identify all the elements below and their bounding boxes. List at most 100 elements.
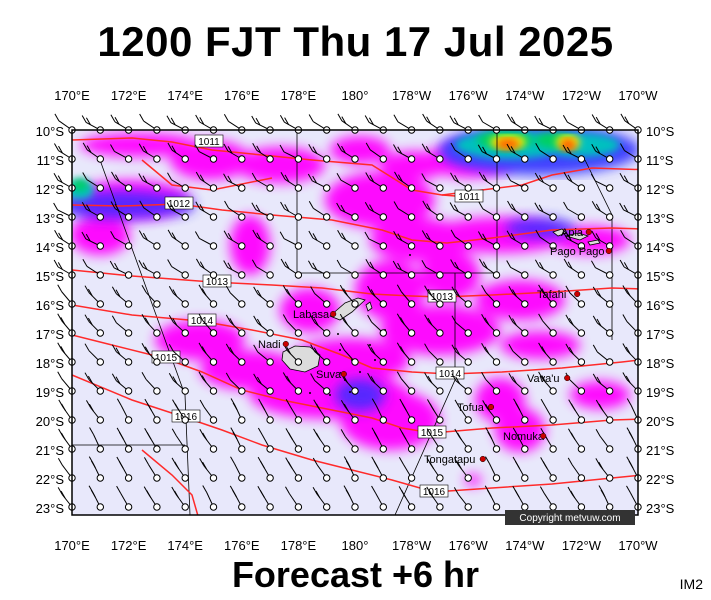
wind-barb (367, 372, 387, 395)
wind-barb (595, 458, 614, 482)
isobar-value: 1016 (423, 487, 446, 498)
wind-barb (481, 372, 501, 395)
lat-label-left: 20°S (36, 414, 65, 429)
wind-barb (512, 427, 529, 453)
lat-label-right: 20°S (646, 414, 675, 429)
place-marker: Pago Pago (550, 246, 612, 258)
wind-barb (168, 315, 189, 337)
lat-label-right: 12°S (646, 182, 675, 197)
wind-barb (168, 344, 189, 366)
wind-barb (622, 372, 642, 395)
wind-barb (396, 313, 416, 337)
wind-barb (167, 142, 189, 163)
wind-barb (253, 373, 274, 395)
wind-barb (84, 314, 105, 337)
wind-barb (506, 230, 529, 250)
wind-barb (202, 485, 218, 511)
isobar-value: 1012 (168, 199, 191, 210)
wind-barb (252, 229, 274, 250)
wind-barb (308, 143, 331, 163)
wind-barb (167, 172, 189, 192)
wind-barb (336, 259, 359, 279)
place-name: Tofua (457, 402, 485, 414)
wind-barb (535, 143, 557, 163)
wind-barb (223, 173, 246, 192)
place-marker: Tofua (457, 402, 495, 414)
place-name: Labasa (293, 309, 330, 321)
wind-barb (110, 230, 133, 250)
wind-barb (199, 428, 218, 453)
wind-barb (367, 314, 387, 337)
lat-label-right: 10°S (646, 124, 675, 139)
map-frame (71, 129, 639, 516)
wind-barb (371, 427, 387, 453)
wind-barb (392, 260, 416, 279)
wind-barb (257, 427, 274, 453)
wind-barb (168, 373, 189, 395)
wind-barb (86, 400, 105, 424)
wind-barb (282, 372, 303, 395)
wind-barb (477, 144, 501, 163)
wind-barb (339, 313, 359, 337)
wind-barb (279, 144, 303, 163)
isobar-value: 1013 (206, 277, 229, 288)
wind-barb (398, 486, 416, 511)
wind-barb (82, 142, 105, 163)
wind-barb (81, 115, 105, 134)
wind-barb (626, 427, 642, 453)
isobar-label: 1014 (435, 366, 465, 380)
wind-barb (143, 486, 161, 511)
lon-label-bottom: 180° (342, 538, 369, 553)
lon-label-top: 178°W (392, 88, 432, 103)
wind-barb (251, 202, 274, 221)
wind-barb (396, 371, 416, 395)
wind-barb (253, 286, 274, 308)
wind-barb (282, 314, 303, 337)
wind-barb (109, 260, 133, 279)
place-name: Pago Pago (550, 246, 604, 258)
wind-barb (171, 457, 189, 482)
wind-barb (138, 173, 161, 192)
wind-barb (481, 343, 501, 366)
map-code: IM2 (679, 576, 703, 592)
lat-label-right: 22°S (646, 472, 675, 487)
wind-barb (223, 143, 246, 163)
wind-barb (141, 372, 161, 395)
wind-barb (308, 260, 331, 279)
wind-barb (144, 428, 161, 453)
wind-barb (396, 284, 416, 308)
wind-barb (365, 259, 387, 279)
wind-barb (285, 399, 303, 424)
lat-label-left: 15°S (36, 269, 65, 284)
wind-barb (282, 285, 303, 308)
wind-barb (82, 259, 105, 279)
lon-label-top: 174°E (167, 88, 203, 103)
wind-barb (365, 142, 387, 163)
wind-barb (110, 114, 133, 134)
wind-barb (312, 457, 331, 482)
wind-barb (343, 485, 359, 511)
wind-barb (167, 229, 189, 250)
wind-barb (568, 399, 586, 424)
wind-barb (393, 144, 416, 163)
lat-label-right: 15°S (646, 269, 675, 284)
wind-barb (280, 201, 303, 221)
wind-barb (168, 286, 189, 308)
lat-label-left: 12°S (36, 182, 65, 197)
wind-barb (82, 172, 105, 192)
wind-barb (141, 285, 161, 308)
wind-barb (339, 342, 359, 366)
wind-barb (478, 258, 501, 279)
wind-barb (310, 286, 331, 308)
wind-barb (592, 315, 614, 337)
wind-barb (57, 342, 76, 366)
viti-levu-island (281, 345, 321, 373)
isobar-line (141, 159, 273, 191)
wind-barb (285, 428, 303, 453)
lat-label-left: 23°S (36, 501, 65, 516)
wind-barb (562, 231, 586, 250)
wind-barb (195, 201, 218, 221)
wind-barb (225, 372, 246, 395)
wind-barb (365, 172, 387, 192)
wind-barb (534, 172, 557, 192)
